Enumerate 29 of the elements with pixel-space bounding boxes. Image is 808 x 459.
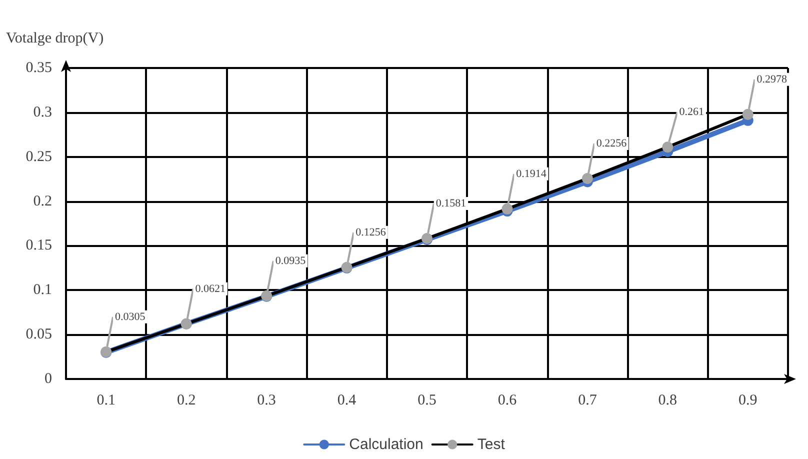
x-tick-label: 0.9 (738, 392, 758, 408)
y-tick-label: 0.2 (33, 193, 52, 210)
data-label: 0.1581 (436, 198, 466, 210)
x-tick-label: 0.2 (176, 392, 196, 408)
y-axis-title: Votalge drop(V) (6, 30, 104, 46)
x-tick-label: 0.5 (418, 392, 436, 408)
data-label: 0.2978 (756, 73, 788, 86)
y-tick-label: 0.05 (26, 326, 52, 343)
x-tick-label: 0.1 (96, 392, 116, 408)
data-label: 0.0305 (114, 310, 146, 323)
y-tick-label: 0.35 (26, 60, 52, 76)
x-tick-label: 0.8 (658, 392, 678, 408)
data-label: 0.1914 (516, 168, 547, 180)
legend-label: Calculation (349, 436, 424, 453)
y-tick-label: 0.3 (33, 104, 52, 120)
x-tick-label: 0.4 (337, 392, 357, 408)
x-tick-label: 0.6 (498, 392, 518, 408)
y-tick-label: 0.25 (26, 148, 52, 165)
data-label: 0.1256 (356, 226, 386, 238)
y-tick-label: 0.15 (26, 238, 52, 254)
y-tick-label: 0.1 (33, 282, 52, 298)
x-tick-label: 0.7 (578, 392, 598, 408)
data-label: 0.261 (679, 106, 704, 118)
data-label: 0.2256 (596, 138, 628, 150)
data-label: 0.0621 (195, 282, 226, 295)
x-tick-label: 0.3 (257, 392, 276, 408)
legend-label: Test (477, 436, 506, 453)
data-label: 0.0935 (275, 254, 306, 267)
y-tick-label: 0 (44, 371, 52, 387)
